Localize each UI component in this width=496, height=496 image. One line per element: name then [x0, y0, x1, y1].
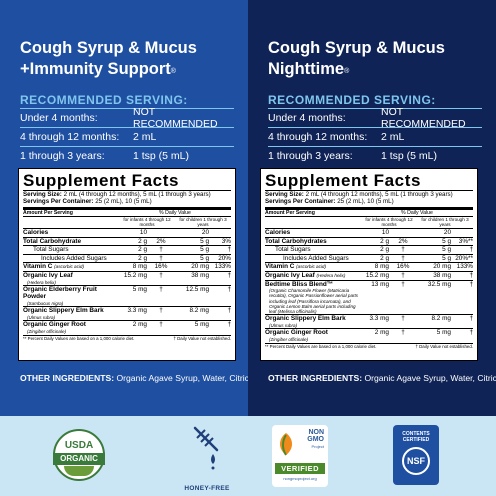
serving-row: 1 through 3 years: 1 tsp (5 mL): [20, 146, 234, 165]
facts-header: Amount Per Serving% Daily Value: [23, 209, 191, 216]
honey-free-badge: HONEY-FREE: [177, 424, 237, 492]
right-supplement-facts: Supplement Facts Serving Size: 2 mL (4 th…: [260, 168, 478, 361]
nutrient-row: Organic Ginger Root 2 mg † 5 mg †: [23, 319, 231, 328]
nutrient-row: Total Sugars 2 g † 5 g †: [265, 245, 473, 254]
right-serving-table: Under 4 months: NOT RECOMMENDED 4 through…: [268, 106, 482, 165]
usda-organic-icon: USDA ORGANIC: [53, 429, 105, 481]
nutrient-row: Calories 10 20: [265, 228, 473, 237]
facts-columns: for infants 4 through 12 months for child…: [265, 215, 473, 228]
certification-badges: USDA ORGANIC HONEY-FREE NON GMO Project VE…: [0, 416, 496, 496]
nsf-certified-icon: CONTENTS CERTIFIED NSF: [393, 425, 439, 485]
ingredient-description: (Hedera helix): [27, 279, 56, 285]
ingredient-description: (Ulmus rubra): [27, 314, 56, 320]
right-product-panel: Cough Syrup & Mucus Nighttime® RECOMMEND…: [248, 0, 496, 416]
nutrient-row: Organic Slippery Elm Bark 3.3 mg † 8.2 mg †: [265, 314, 473, 323]
serving-size: Serving Size: 2 mL (4 through 12 months)…: [23, 191, 211, 198]
honey-dipper-icon: [193, 426, 219, 470]
left-product-panel: Cough Syrup & Mucus +Immunity Support® R…: [0, 0, 270, 416]
left-serving-table: Under 4 months: NOT RECOMMENDED 4 through…: [20, 106, 234, 165]
ingredient-description: (Zingiber officinale): [269, 336, 309, 342]
facts-footnote: ** Percent Daily Values are based on a 1…: [23, 334, 231, 341]
nutrient-row: Organic Ginger Root 2 mg † 5 mg †: [265, 327, 473, 336]
left-product-title: Cough Syrup & Mucus +Immunity Support®: [20, 39, 197, 78]
serving-row: 4 through 12 months: 2 mL: [20, 127, 234, 146]
serving-row: Under 4 months: NOT RECOMMENDED: [20, 106, 234, 130]
facts-footnote: ** Percent Daily Values are based on a 1…: [265, 342, 473, 349]
servings-per-container: Servings Per Container: 25 (2 mL), 10 (5…: [265, 198, 394, 206]
serving-size: Serving Size: 2 mL (4 through 12 months)…: [265, 191, 453, 198]
nutrient-row: Vitamin C (ascorbic acid) 8 mg 16% 20 mg 133…: [265, 262, 473, 271]
right-recommended-serving-heading: RECOMMENDED SERVING:: [268, 93, 436, 107]
nutrient-row: Includes Added Sugars 2 g † 5 g 20%**: [265, 253, 473, 263]
nutrient-row: Organic Slippery Elm Bark 3.3 mg † 8.2 mg †: [23, 306, 231, 315]
ingredient-description: (Sambucus nigra): [27, 300, 64, 306]
facts-columns: for infants 4 through 12 months for child…: [23, 215, 231, 228]
left-recommended-serving-heading: RECOMMENDED SERVING:: [20, 93, 188, 107]
servings-per-container: Servings Per Container: 25 (2 mL), 10 (5…: [23, 198, 152, 206]
facts-header: Amount Per Serving% Daily Value: [265, 209, 433, 216]
serving-row: Under 4 months: NOT RECOMMENDED: [268, 106, 482, 130]
nutrient-row: Bedtime Bliss Blend™ 13 mg † 32.5 mg †: [265, 279, 473, 288]
right-other-ingredients: OTHER INGREDIENTS: Organic Agave Syrup, …: [268, 373, 496, 383]
ingredient-description: (Organic Chamomile Flower (Matricaria re…: [269, 288, 359, 314]
nutrient-row: Organic Ivy Leaf (Hedera helix) 15.2 mg † 3…: [265, 270, 473, 279]
left-supplement-facts: Supplement Facts Serving Size: 2 mL (4 th…: [18, 168, 236, 361]
nutrient-row: Total Sugars 2 g † 5 g †: [23, 245, 231, 254]
nutrient-row: Vitamin C (ascorbic acid) 8 mg 16% 20 mg 133…: [23, 262, 231, 271]
nutrient-row: Organic Elderberry Fruit Powder 5 mg † 12.5…: [23, 284, 231, 301]
nutrient-row: Organic Ivy Leaf 15.2 mg † 38 mg †: [23, 270, 231, 279]
left-other-ingredients: OTHER INGREDIENTS: Organic Agave Syrup, …: [20, 373, 270, 383]
right-product-title: Cough Syrup & Mucus Nighttime®: [268, 39, 445, 78]
nutrient-row: Total Carbohydrates 2 g 2% 5 g 3%**: [265, 236, 473, 245]
facts-title: Supplement Facts: [23, 171, 231, 191]
nutrient-row: Calories 10 20: [23, 228, 231, 237]
non-gmo-verified-icon: NON GMO Project VERIFIED nongmoproject.org: [272, 425, 328, 487]
nutrient-row: Includes Added Sugars 2 g † 5 g 20%: [23, 253, 231, 263]
ingredient-description: (Zingiber officinale): [27, 328, 67, 334]
serving-row: 4 through 12 months: 2 mL: [268, 127, 482, 146]
facts-title: Supplement Facts: [265, 171, 473, 191]
serving-row: 1 through 3 years: 1 tsp (5 mL): [268, 146, 482, 165]
nutrient-row: Total Carbohydrate 2 g 2% 5 g 3%: [23, 236, 231, 245]
ingredient-description: (Ulmus rubra): [269, 322, 298, 328]
